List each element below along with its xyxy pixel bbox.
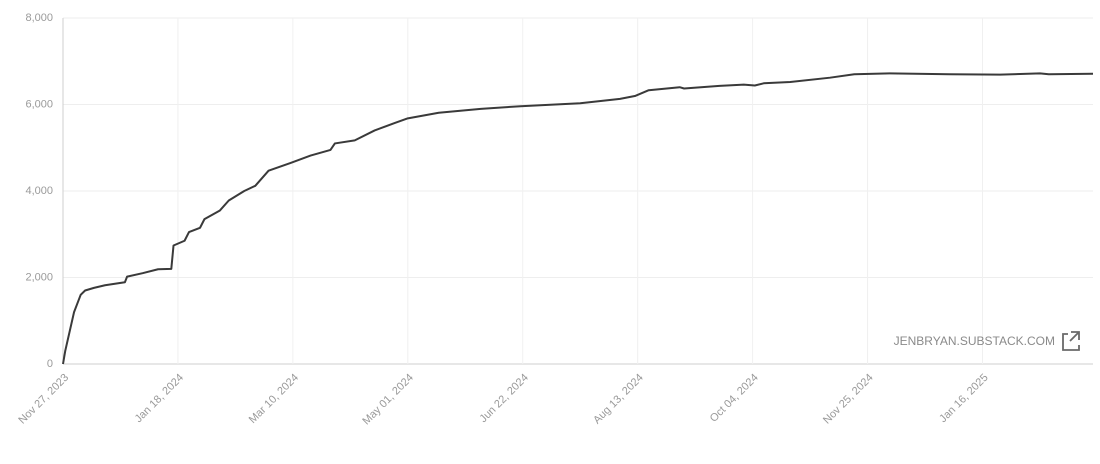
y-tick-label: 8,000 — [25, 12, 53, 24]
y-tick-label: 4,000 — [25, 185, 53, 197]
x-tick-label: Aug 13, 2024 — [591, 372, 646, 427]
y-tick-label: 2,000 — [25, 271, 53, 283]
y-tick-label: 0 — [47, 358, 53, 370]
external-link-icon[interactable] — [1062, 331, 1080, 351]
x-tick-label: Nov 25, 2024 — [821, 372, 876, 427]
x-tick-label: May 01, 2024 — [360, 372, 416, 428]
icon-arrow — [1069, 331, 1080, 342]
x-tick-label: Jun 22, 2024 — [477, 372, 530, 425]
y-tick-label: 6,000 — [25, 98, 53, 110]
axes: 0 2,000 4,000 6,000 8,000 Nov 27, 2023 Jan 18,… — [16, 12, 1094, 428]
x-tick-label: Nov 27, 2023 — [16, 372, 71, 427]
x-tick-label: Jan 18, 2024 — [133, 372, 186, 425]
x-tick-label: Mar 10, 2024 — [247, 372, 301, 426]
watermark: JENBRYAN.SUBSTACK.COM — [894, 334, 1055, 348]
icon-box — [1062, 333, 1080, 351]
x-tick-label: Oct 04, 2024 — [708, 372, 761, 425]
line — [62, 72, 1094, 365]
x-tick-label: Jan 16, 2025 — [937, 372, 990, 425]
